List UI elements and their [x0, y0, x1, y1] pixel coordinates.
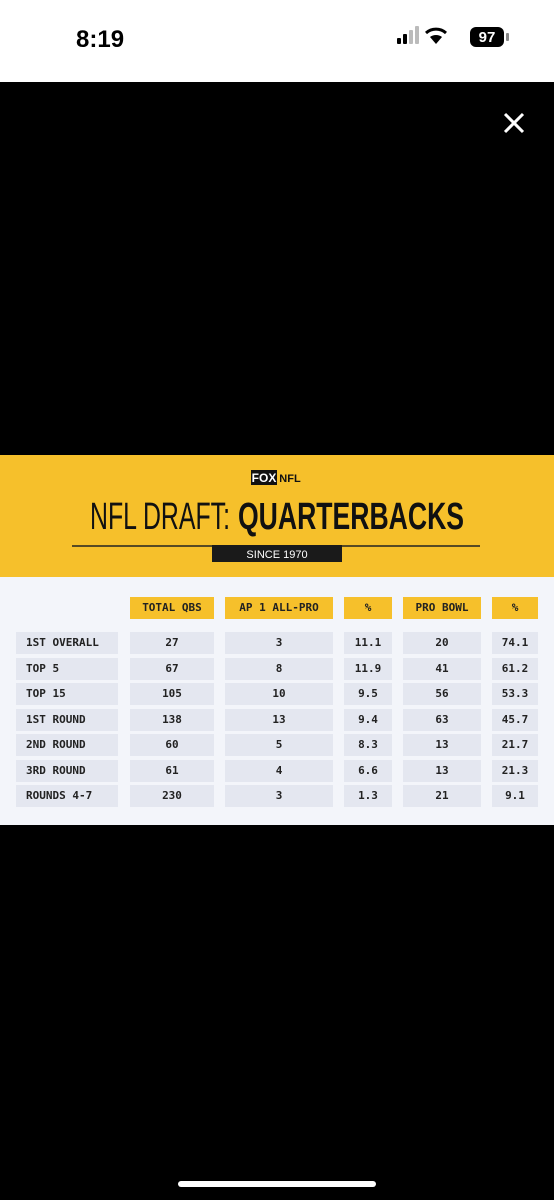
table-cell: 61.2 — [492, 657, 538, 680]
table-cell: 74.1 — [492, 632, 538, 654]
table-cell: 105 — [130, 683, 214, 705]
table-cell: 230 — [130, 785, 214, 807]
table-cell: 53.3 — [492, 683, 538, 705]
home-indicator — [178, 1181, 376, 1187]
table-cell: 9.1 — [492, 785, 538, 807]
logo-fox: FOX — [252, 471, 277, 485]
column-header: % — [344, 597, 392, 619]
table-cell: 21 — [403, 785, 481, 807]
row-label: TOP 5 — [16, 657, 118, 680]
table-cell: 4 — [225, 759, 333, 782]
table-cell: 20 — [403, 632, 481, 654]
table-cell: 21.7 — [492, 734, 538, 756]
table-cell: 6.6 — [344, 759, 392, 782]
column-header: % — [492, 597, 538, 619]
table-cell: 13 — [403, 734, 481, 756]
title-light: NFL DRAFT: — [90, 496, 230, 538]
column-header: PRO BOWL — [403, 597, 481, 619]
table-cell: 11.1 — [344, 632, 392, 654]
table-cell: 27 — [130, 632, 214, 654]
header-art: FOX NFL NFL DRAFT: QUARTERBACKS SINCE 19… — [72, 470, 480, 562]
table-cell: 45.7 — [492, 708, 538, 731]
close-button[interactable] — [499, 108, 529, 138]
column-header: AP 1 ALL-PRO — [225, 597, 333, 619]
column-header: TOTAL QBS — [130, 597, 214, 619]
logo-nfl: NFL — [279, 473, 301, 485]
stats-table: TOTAL QBS AP 1 ALL-PRO% PRO BOWL% 1ST OVERA… — [0, 577, 554, 825]
table-cell: 61 — [130, 759, 214, 782]
table-cell: 13 — [225, 708, 333, 731]
table-cell: 138 — [130, 708, 214, 731]
row-label: TOP 15 — [16, 683, 118, 705]
row-label: 1ST ROUND — [16, 708, 118, 731]
table-cell: 8.3 — [344, 734, 392, 756]
status-icons: 97 — [397, 26, 509, 47]
row-label: 2ND ROUND — [16, 734, 118, 756]
table-cell: 41 — [403, 657, 481, 680]
row-label: ROUNDS 4-7 — [16, 785, 118, 807]
row-label: 3RD ROUND — [16, 759, 118, 782]
table-cell: 10 — [225, 683, 333, 705]
table-cell: 56 — [403, 683, 481, 705]
title-bold: QUARTERBACKS — [238, 496, 464, 538]
table-cell: 60 — [130, 734, 214, 756]
table-cell: 9.5 — [344, 683, 392, 705]
table-cell: 8 — [225, 657, 333, 680]
table-cell: 3 — [225, 785, 333, 807]
table-cell: 3 — [225, 632, 333, 654]
table-cell: 67 — [130, 657, 214, 680]
table-cell: 13 — [403, 759, 481, 782]
table-cell: 11.9 — [344, 657, 392, 680]
clock: 8:19 — [76, 26, 125, 53]
graphic-header: FOX NFL NFL DRAFT: QUARTERBACKS SINCE 19… — [0, 455, 554, 577]
battery-level: 97 — [479, 29, 496, 46]
table-cell: 1.3 — [344, 785, 392, 807]
status-bar: 8:19 97 — [0, 0, 554, 82]
table-cell: 5 — [225, 734, 333, 756]
table-cell: 9.4 — [344, 708, 392, 731]
row-label: 1ST OVERALL — [16, 632, 118, 654]
subtitle: SINCE 1970 — [246, 549, 307, 561]
table-cell: 63 — [403, 708, 481, 731]
table-cell: 21.3 — [492, 759, 538, 782]
